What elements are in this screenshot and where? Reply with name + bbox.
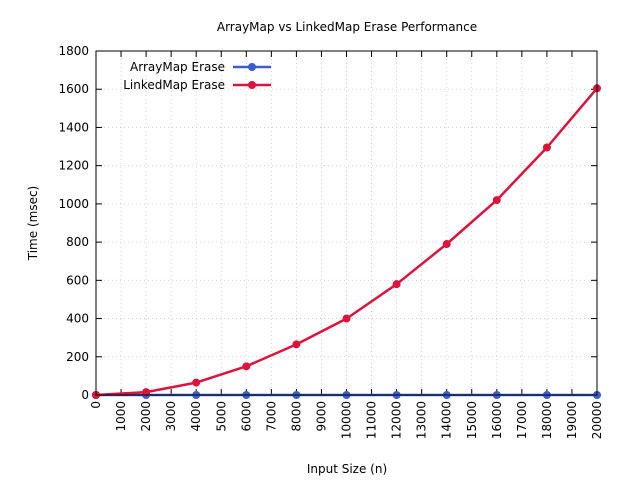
x-tick-label: 9000 [314, 401, 328, 432]
data-point [342, 314, 351, 323]
x-tick-label: 1000 [114, 401, 128, 432]
legend: ArrayMap Erase LinkedMap Erase [123, 60, 271, 92]
data-point [292, 340, 301, 349]
x-tick-label: 10000 [340, 401, 354, 439]
x-tick-label: 8000 [289, 401, 303, 432]
y-tick-label: 1600 [58, 82, 89, 96]
legend-marker [248, 63, 256, 71]
y-tick-label: 400 [66, 312, 89, 326]
legend-label: LinkedMap Erase [123, 78, 225, 92]
y-tick-label: 1200 [58, 159, 89, 173]
x-tick-label: 16000 [490, 401, 504, 439]
data-point [142, 388, 151, 397]
data-point [442, 240, 451, 249]
x-tick-label: 7000 [264, 401, 278, 432]
x-tick-label: 15000 [465, 401, 479, 439]
legend-label: ArrayMap Erase [130, 60, 225, 74]
y-tick-label: 600 [66, 273, 89, 287]
y-axis-label: Time (msec) [26, 186, 40, 261]
y-tick-label: 1000 [58, 197, 89, 211]
x-tick-label: 17000 [515, 401, 529, 439]
data-point [492, 196, 501, 205]
x-tick-label: 6000 [239, 401, 253, 432]
data-point [242, 362, 251, 371]
chart-title: ArrayMap vs LinkedMap Erase Performance [217, 20, 477, 34]
x-tick-label: 11000 [365, 401, 379, 439]
x-tick-label: 12000 [390, 401, 404, 439]
y-tick-label: 1400 [58, 120, 89, 134]
y-tick-label: 0 [81, 388, 89, 402]
x-tick-label: 2000 [139, 401, 153, 432]
x-tick-label: 18000 [540, 401, 554, 439]
legend-marker [248, 81, 256, 89]
y-tick-label: 200 [66, 350, 89, 364]
x-tick-label: 4000 [189, 401, 203, 432]
x-tick-label: 5000 [214, 401, 228, 432]
x-tick-label: 0 [89, 401, 103, 409]
x-tick-label: 3000 [164, 401, 178, 432]
data-point [542, 143, 551, 152]
grid [96, 51, 597, 395]
y-tick-label: 800 [66, 235, 89, 249]
x-tick-label: 14000 [440, 401, 454, 439]
data-point [392, 280, 401, 289]
x-tick-label: 19000 [565, 401, 579, 439]
x-tick-label: 20000 [590, 401, 604, 439]
data-point [192, 378, 201, 387]
y-tick-label: 1800 [58, 44, 89, 58]
plot-frame [95, 50, 598, 396]
x-tick-label: 13000 [415, 401, 429, 439]
x-axis-label: Input Size (n) [307, 462, 387, 476]
